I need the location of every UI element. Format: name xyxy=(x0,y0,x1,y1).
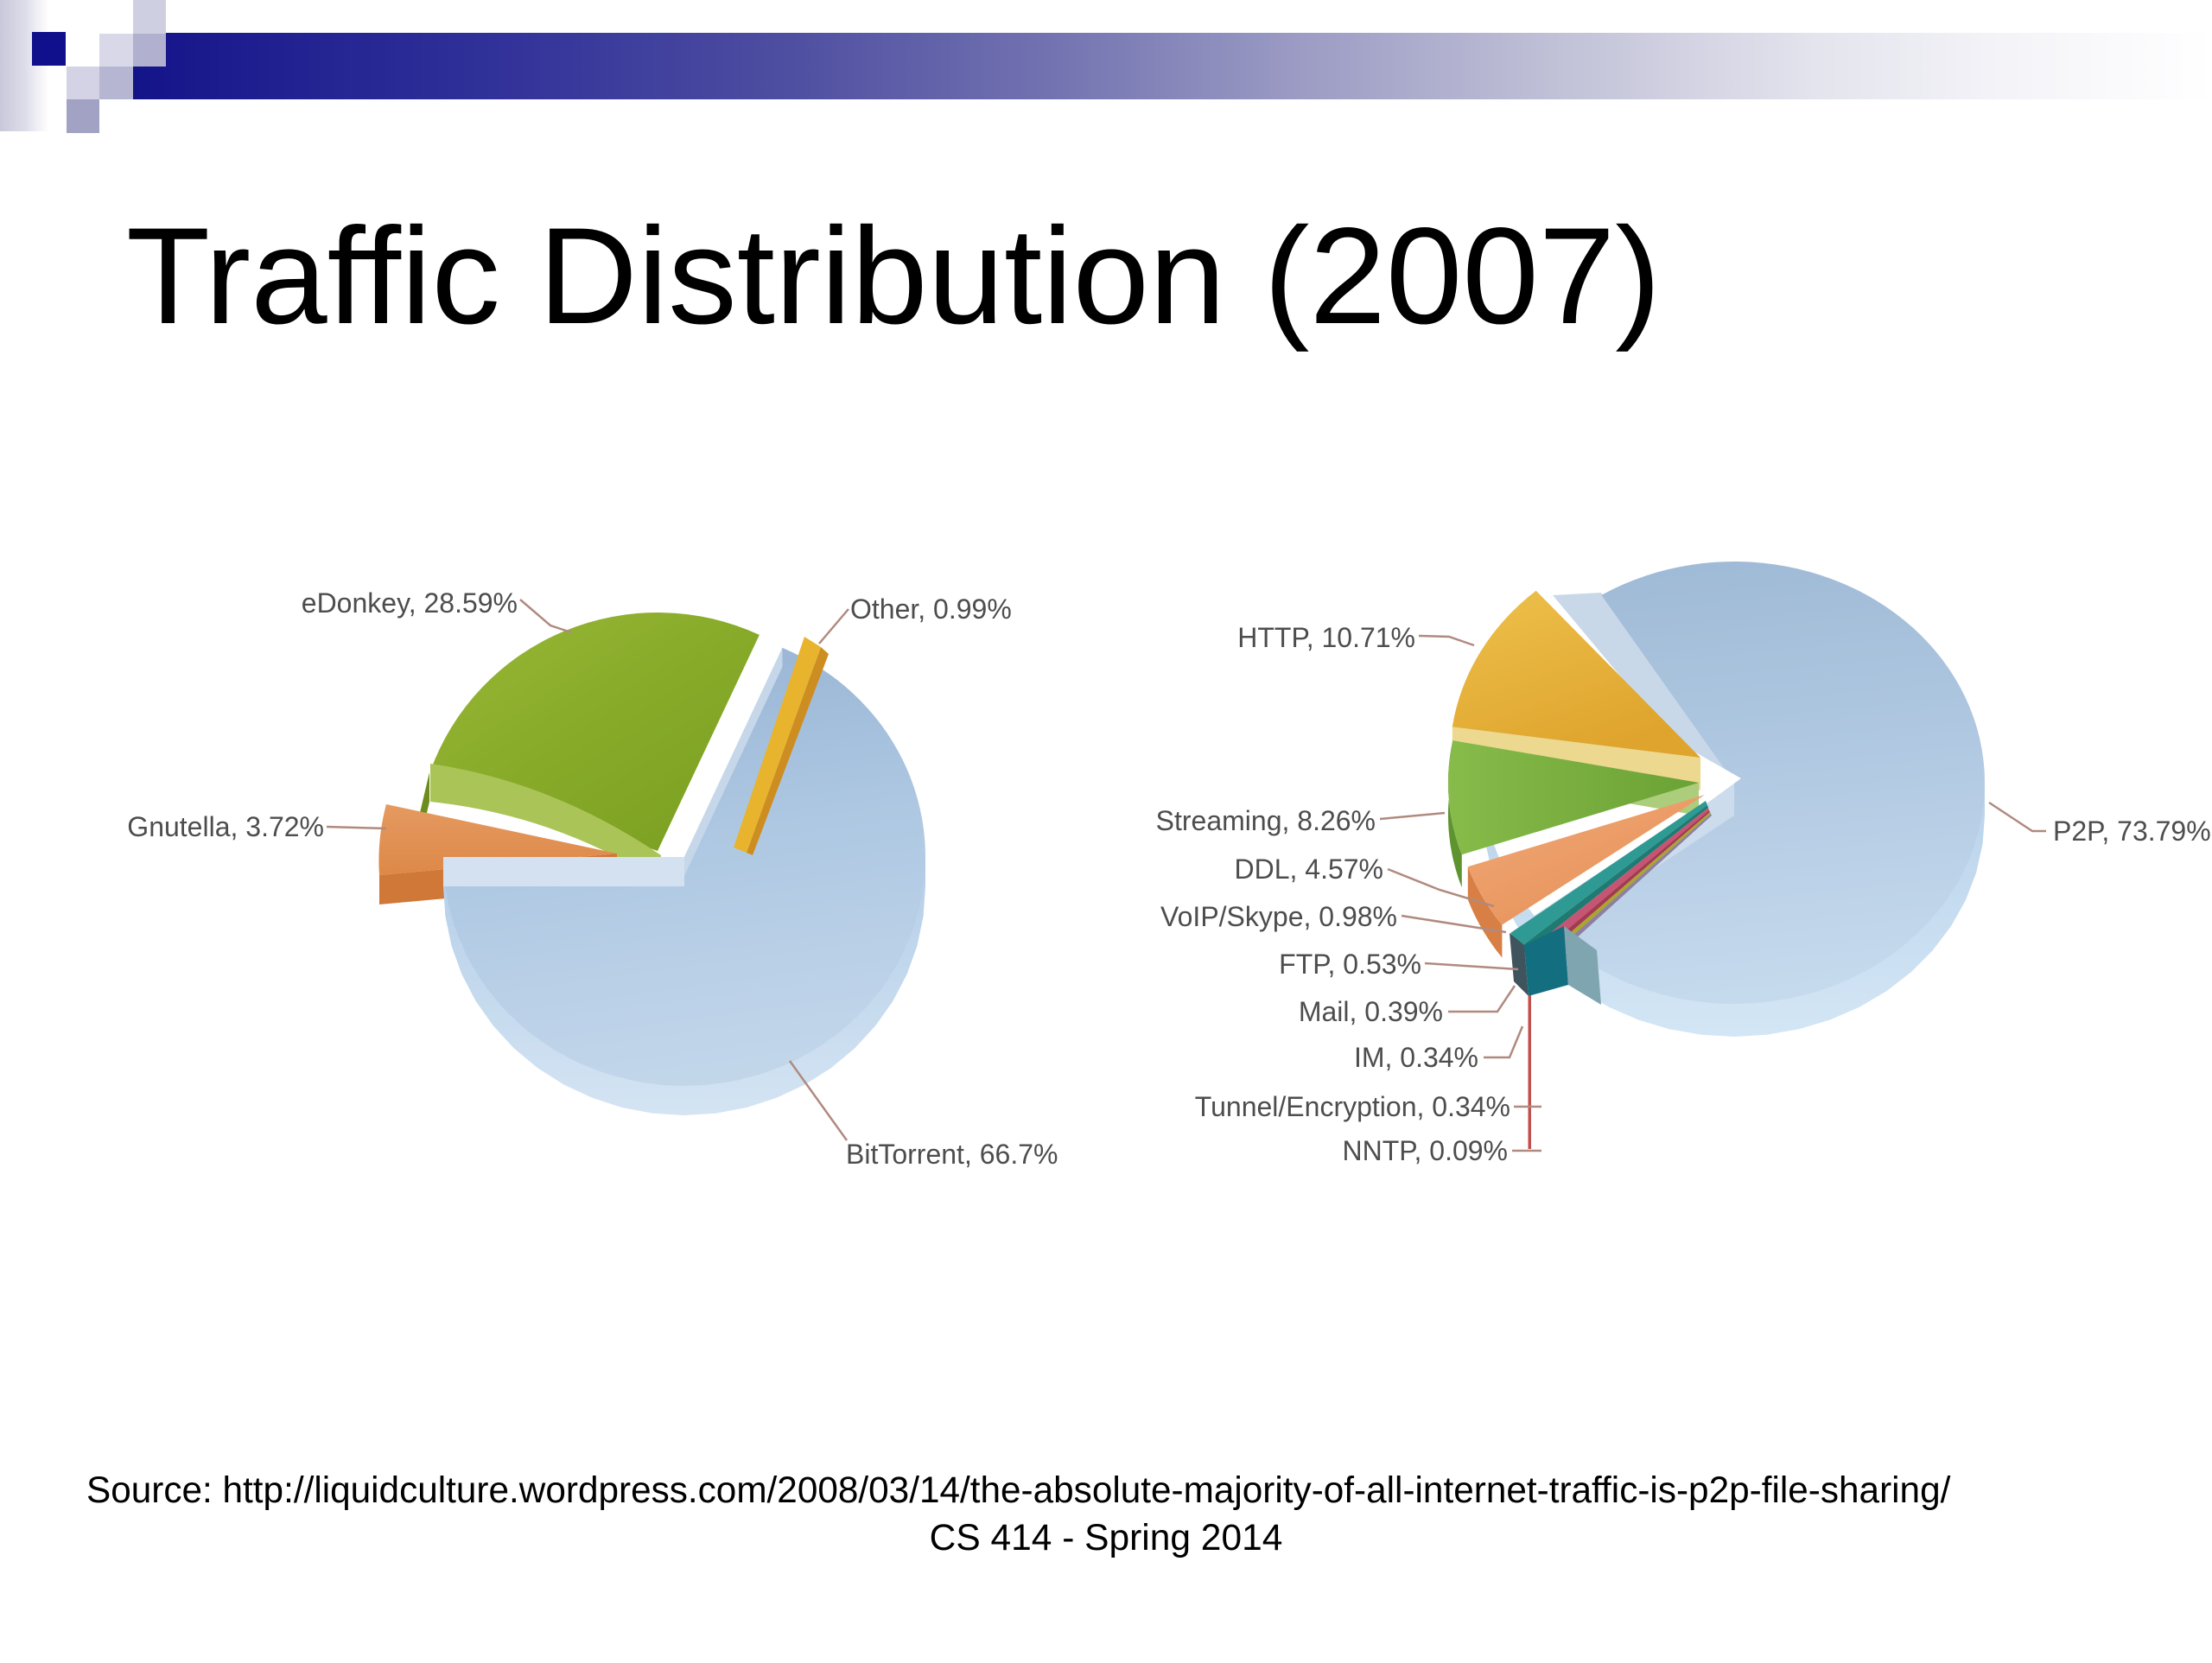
svg-text:Other, 0.99%: Other, 0.99% xyxy=(850,593,1012,625)
svg-text:BitTorrent, 66.7%: BitTorrent, 66.7% xyxy=(846,1139,1058,1170)
svg-text:NNTP, 0.09%: NNTP, 0.09% xyxy=(1343,1135,1509,1166)
svg-text:IM, 0.34%: IM, 0.34% xyxy=(1354,1042,1478,1073)
svg-text:eDonkey, 28.59%: eDonkey, 28.59% xyxy=(302,587,518,619)
svg-text:Streaming, 8.26%: Streaming, 8.26% xyxy=(1156,805,1376,836)
svg-text:P2P, 73.79%: P2P, 73.79% xyxy=(2053,816,2211,847)
svg-text:FTP, 0.53%: FTP, 0.53% xyxy=(1279,949,1421,980)
svg-text:DDL, 4.57%: DDL, 4.57% xyxy=(1234,854,1383,885)
svg-text:HTTP, 10.71%: HTTP, 10.71% xyxy=(1237,622,1415,653)
svg-text:Mail, 0.39%: Mail, 0.39% xyxy=(1299,996,1443,1027)
svg-text:VoIP/Skype, 0.98%: VoIP/Skype, 0.98% xyxy=(1160,901,1397,932)
svg-text:Tunnel/Encryption, 0.34%: Tunnel/Encryption, 0.34% xyxy=(1195,1091,1510,1122)
svg-text:Gnutella, 3.72%: Gnutella, 3.72% xyxy=(127,811,324,842)
